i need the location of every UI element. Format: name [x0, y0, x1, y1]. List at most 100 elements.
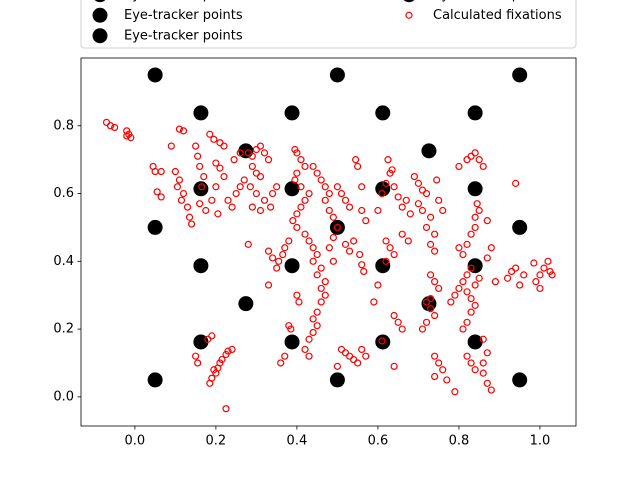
fixation-point [309, 244, 317, 252]
fixation-point [451, 388, 459, 396]
fixation-point [426, 305, 435, 313]
fixation-point [418, 325, 427, 333]
legend-marker [92, 7, 108, 23]
fixation-point [194, 359, 202, 367]
fixation-point [329, 213, 337, 221]
fixation-point [214, 210, 222, 218]
fixation-point [422, 318, 431, 326]
fixation-point [358, 261, 366, 269]
fixation-point [329, 257, 337, 265]
fixation-point [536, 284, 544, 293]
fixation-point [293, 149, 301, 157]
fixation-point [414, 179, 423, 187]
legend-marker [405, 11, 413, 19]
fixation-point [398, 230, 406, 238]
y-tick-label: 0.4 [53, 254, 74, 269]
fixation-point [455, 162, 463, 171]
fixation-point [321, 278, 329, 286]
eye-tracker-point [284, 258, 300, 274]
legend-label: Eye-tracker points [124, 0, 243, 2]
fixation-point [487, 386, 495, 394]
fixation-point [356, 250, 364, 259]
fixation-point [196, 162, 204, 171]
x-tick-label: 0.0 [125, 434, 146, 449]
fixation-point [431, 247, 439, 255]
fixation-point [305, 352, 313, 360]
fixation-point [313, 250, 321, 259]
fixation-point [264, 156, 273, 164]
fixation-point [473, 200, 481, 208]
fixation-point [459, 250, 467, 259]
fixation-point [360, 267, 368, 276]
fixation-point [479, 359, 487, 367]
fixation-point [248, 162, 256, 171]
fixation-point [252, 189, 260, 198]
eye-tracker-point [467, 258, 483, 274]
fixation-point [218, 355, 226, 364]
fixation-point [431, 372, 439, 381]
fixation-point [187, 220, 196, 228]
eye-tracker-point [284, 334, 300, 350]
fixation-point [244, 240, 252, 248]
legend-label: Eye-tracker points [433, 0, 552, 2]
fixation-point [479, 162, 487, 171]
fixation-point [220, 142, 228, 150]
fixation-point [216, 164, 224, 172]
fixation-point [297, 156, 305, 164]
fixation-point [503, 274, 512, 282]
fixation-point [301, 230, 309, 238]
fixation-point [194, 152, 202, 160]
fixation-point [208, 374, 216, 382]
fixation-point [390, 183, 398, 191]
fixation-point [291, 176, 299, 184]
eye-tracker-point [238, 296, 254, 312]
fixation-point [435, 359, 443, 367]
fixation-point [455, 244, 463, 252]
fixation-point [471, 366, 479, 374]
fixation-point [264, 281, 273, 289]
fixation-point [268, 254, 277, 262]
fixation-point [333, 183, 342, 191]
fixation-point [279, 250, 287, 259]
fixation-point [153, 188, 161, 196]
fixation-point [431, 278, 439, 286]
fixation-point [275, 257, 283, 265]
eye-tracker-point [467, 334, 483, 350]
eye-tracker-point [512, 372, 528, 388]
fixation-point [222, 405, 230, 413]
fixation-point [479, 335, 487, 343]
fixation-point [512, 179, 520, 187]
fixation-point [471, 213, 479, 221]
fixation-point [256, 173, 265, 181]
fixation-point [289, 217, 297, 225]
fixation-point [268, 189, 277, 198]
fixation-point [171, 167, 179, 176]
fixation-point [173, 183, 182, 191]
fixation-point [382, 257, 390, 265]
fixation-point [305, 335, 313, 343]
fixation-point [256, 142, 265, 150]
fixation-point [106, 122, 115, 130]
fixation-point [220, 173, 228, 181]
fixation-point [305, 189, 313, 198]
fixation-point [390, 250, 398, 259]
fixation-point [418, 206, 427, 215]
fixation-point [224, 347, 232, 355]
fixation-point [384, 156, 392, 164]
fixation-point [313, 322, 321, 330]
fixation-point [236, 149, 244, 157]
fixation-point [414, 200, 423, 208]
fixation-point [232, 189, 240, 198]
fixation-point [266, 203, 275, 211]
eye-tracker-point [329, 372, 345, 388]
fixation-point [410, 173, 418, 181]
x-tick-label: 1.0 [530, 434, 551, 449]
fixation-point [358, 345, 366, 354]
fixation-point [422, 223, 431, 232]
fixation-point [175, 125, 184, 133]
fixation-point [277, 359, 285, 367]
fixation-point [175, 176, 184, 184]
fixation-point [426, 213, 435, 221]
fixation-point [426, 240, 435, 248]
fixation-point [293, 169, 301, 177]
